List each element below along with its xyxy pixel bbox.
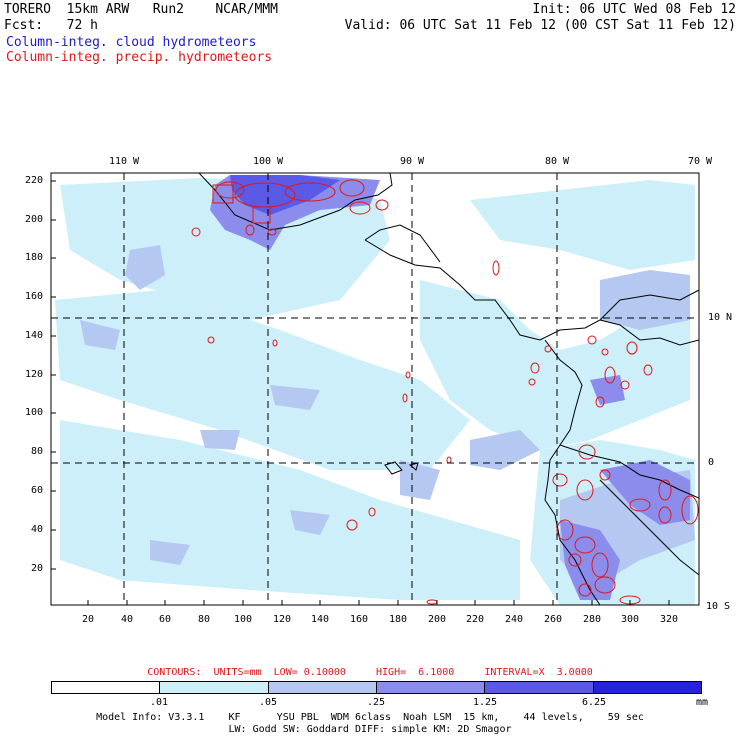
x-tick-280: 280: [583, 614, 602, 625]
y-tick-60: 60: [31, 485, 44, 496]
legend-cloud: Column-integ. cloud hydrometeors: [6, 35, 257, 50]
x-tick-260: 260: [544, 614, 563, 625]
colorbar-bin: [376, 682, 486, 693]
x-tick-220: 220: [466, 614, 485, 625]
physics-info: LW: Godd SW: Goddard DIFF: simple KM: 2D…: [228, 724, 512, 735]
model-title: TORERO 15km ARW Run2 NCAR/MMM: [4, 2, 278, 17]
lon-label-90w: 90 W: [399, 156, 425, 167]
init-time: Init: 06 UTC Wed 08 Feb 12: [532, 2, 737, 17]
graticule: [51, 173, 699, 605]
colorbar-units: mm: [695, 697, 709, 708]
y-tick-100: 100: [25, 407, 44, 418]
colorbar-label: .25: [366, 697, 386, 708]
x-tick-80: 80: [198, 614, 211, 625]
y-tick-80: 80: [31, 446, 44, 457]
forecast-hour: Fcst: 72 h: [4, 18, 98, 33]
y-tick-20: 20: [31, 563, 44, 574]
lon-label-100w: 100 W: [252, 156, 284, 167]
x-tick-100: 100: [234, 614, 253, 625]
lon-label-70w: 70 W: [687, 156, 713, 167]
model-info: Model Info: V3.3.1 KF YSU PBL WDM 6class…: [96, 712, 644, 723]
y-tick-120: 120: [25, 369, 44, 380]
colorbar-label: .05: [258, 697, 278, 708]
lon-label-80w: 80 W: [544, 156, 570, 167]
lat-label-0: 0: [708, 457, 715, 468]
colorbar-label: .01: [149, 697, 169, 708]
x-tick-300: 300: [621, 614, 640, 625]
x-tick-320: 320: [660, 614, 679, 625]
x-tick-200: 200: [428, 614, 447, 625]
y-tick-180: 180: [25, 252, 44, 263]
y-tick-220: 220: [25, 175, 44, 186]
colorbar-label: 6.25: [581, 697, 607, 708]
y-tick-160: 160: [25, 291, 44, 302]
x-tick-180: 180: [389, 614, 408, 625]
precip-contours: [191, 179, 699, 605]
x-tick-240: 240: [505, 614, 524, 625]
plot-frame: [50, 172, 700, 606]
y-tick-140: 140: [25, 330, 44, 341]
lon-label-110w: 110 W: [108, 156, 140, 167]
x-tick-60: 60: [159, 614, 172, 625]
x-tick-40: 40: [121, 614, 134, 625]
x-tick-20: 20: [82, 614, 95, 625]
y-tick-200: 200: [25, 214, 44, 225]
shading-layer: [55, 175, 695, 605]
y-tick-40: 40: [31, 524, 44, 535]
colorbar-bin: [593, 682, 701, 693]
lat-label-10s: 10 S: [706, 601, 731, 612]
x-tick-140: 140: [311, 614, 330, 625]
axis-ticks: [51, 180, 670, 605]
legend-precip: Column-integ. precip. hydrometeors: [6, 50, 273, 65]
valid-time: Valid: 06 UTC Sat 11 Feb 12 (00 CST Sat …: [344, 18, 736, 33]
lat-label-10n: 10 N: [708, 312, 733, 323]
colorbar-bin: [52, 682, 161, 693]
colorbar-bin: [160, 682, 269, 693]
colorbar-bin: [485, 682, 594, 693]
colorbar-bin: [268, 682, 377, 693]
colorbar: [51, 681, 702, 694]
contour-info: CONTOURS: UNITS=mm LOW= 0.10000 HIGH= 6.…: [147, 667, 593, 678]
x-tick-160: 160: [350, 614, 369, 625]
colorbar-label: 1.25: [472, 697, 498, 708]
x-tick-120: 120: [273, 614, 292, 625]
